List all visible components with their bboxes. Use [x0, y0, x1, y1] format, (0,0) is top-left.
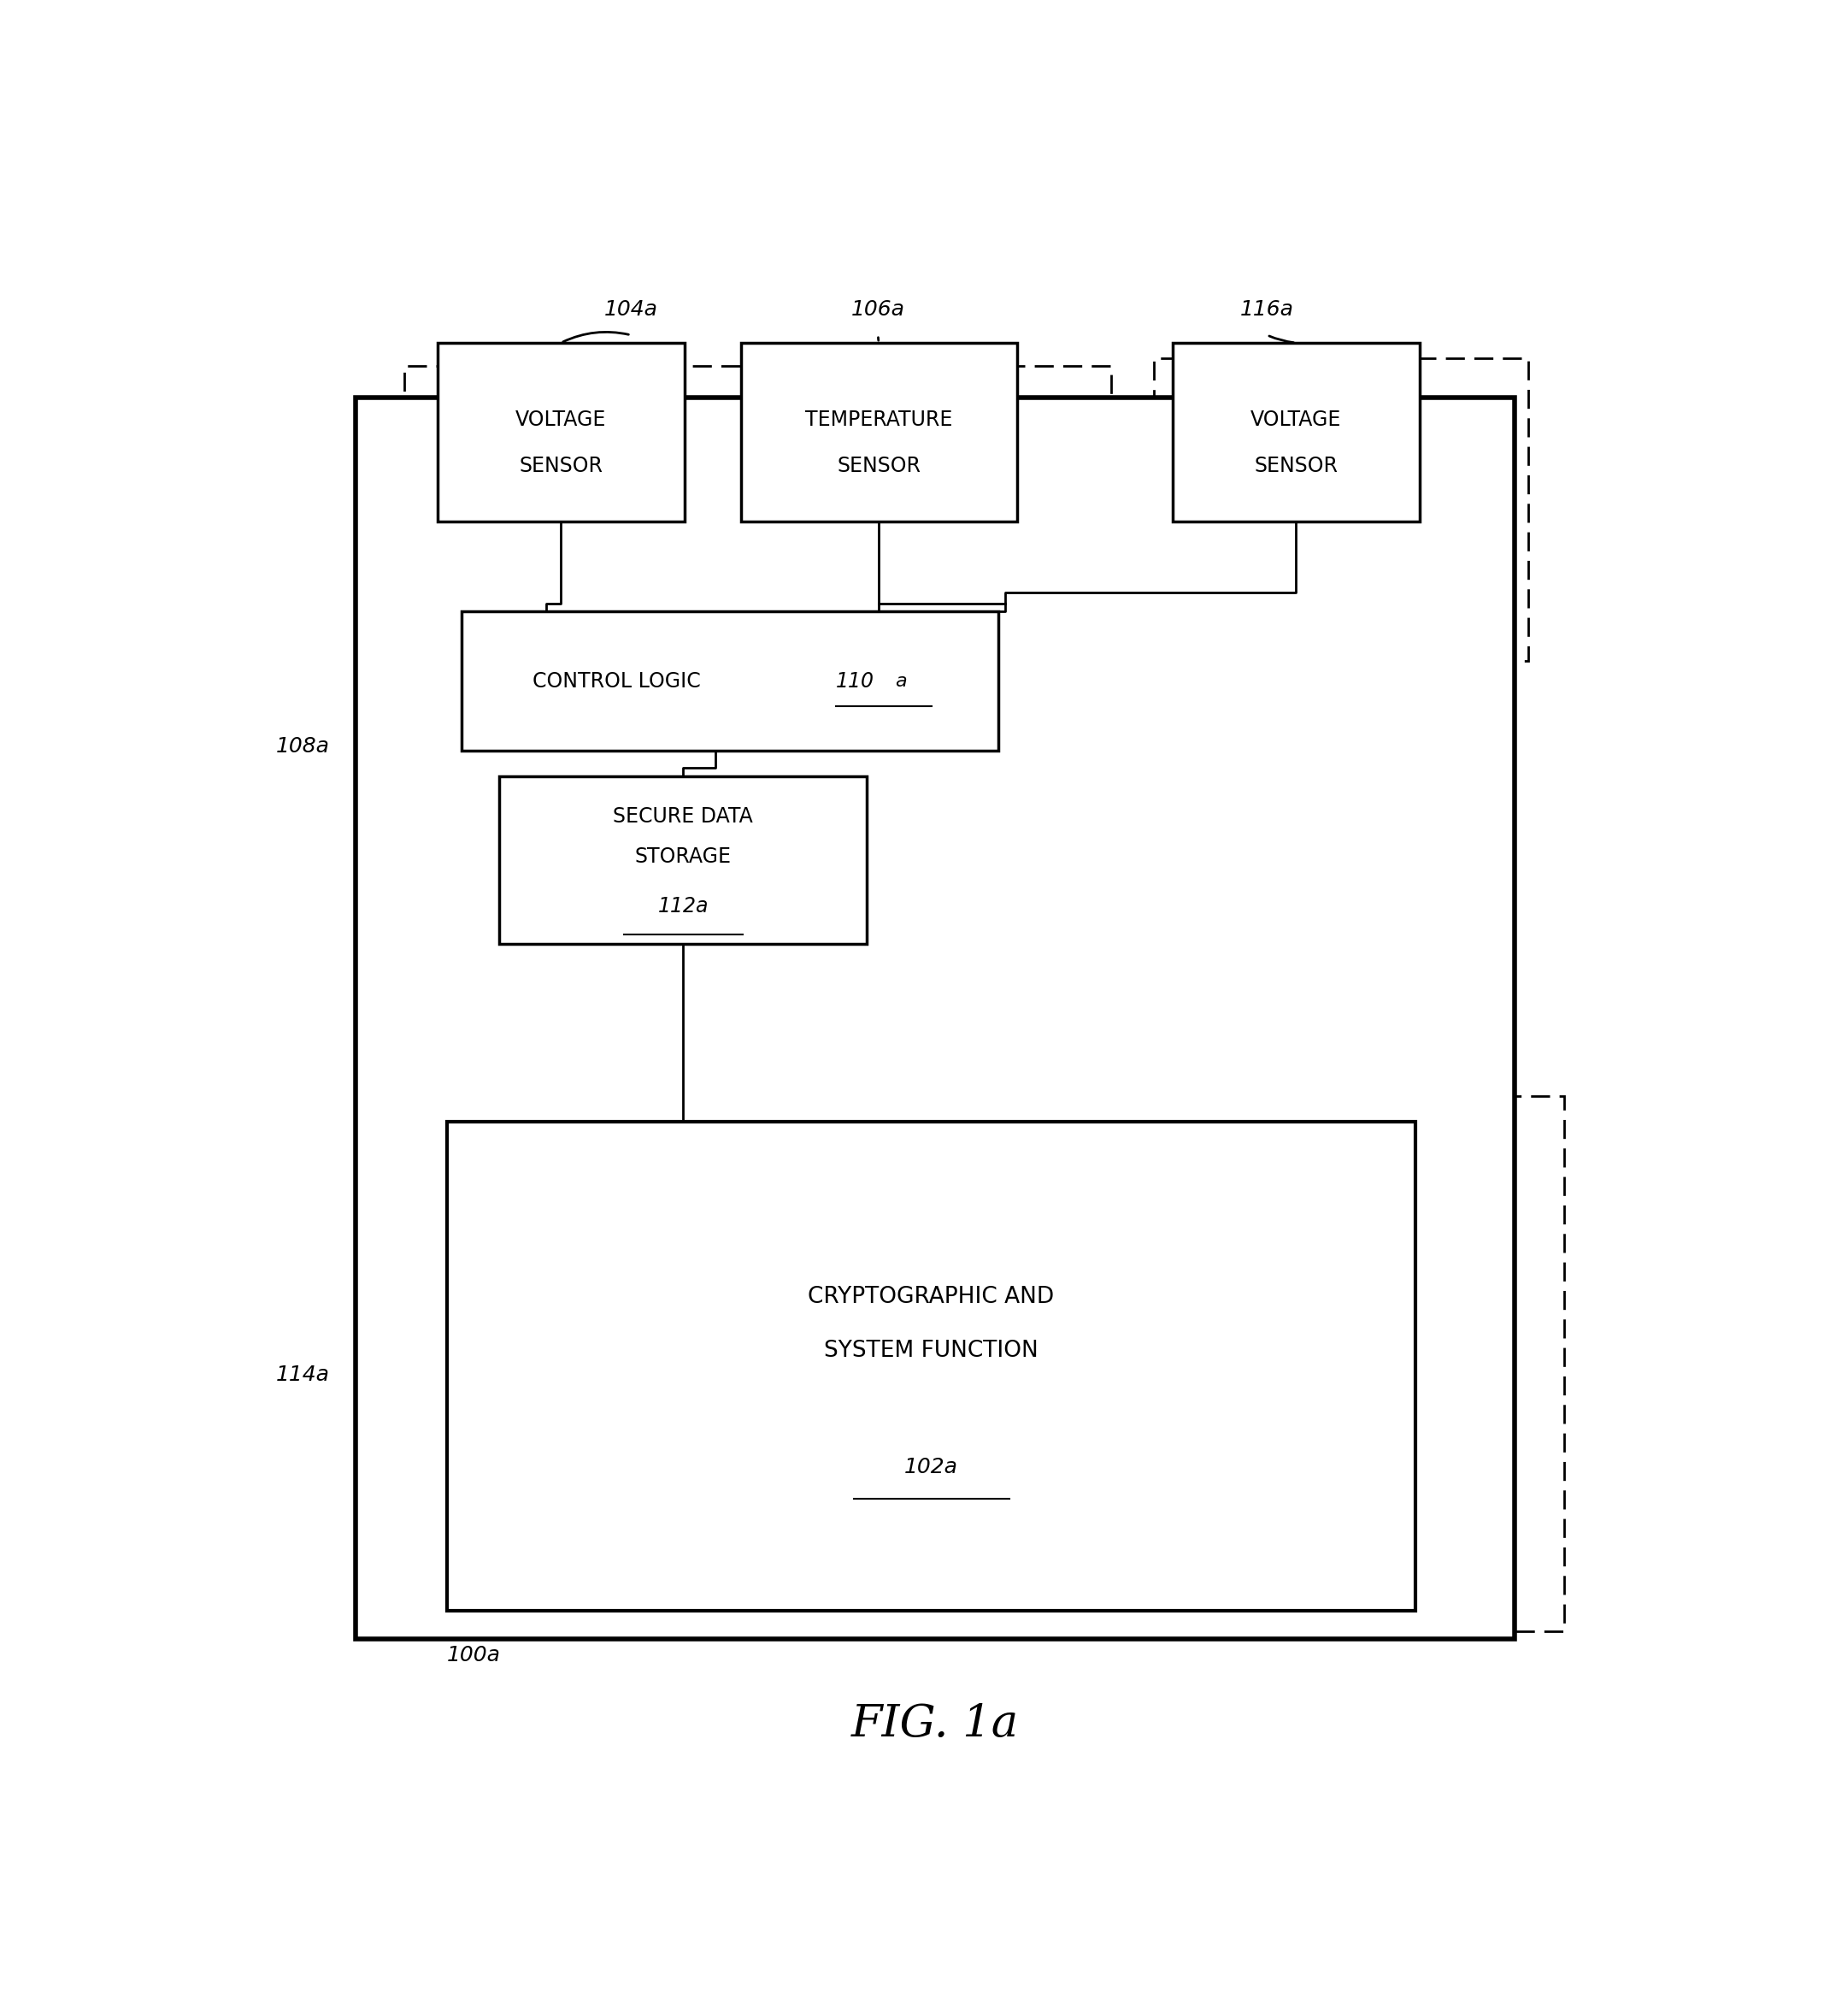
Text: VOLTAGE: VOLTAGE: [1251, 409, 1341, 429]
Text: STORAGE: STORAGE: [635, 847, 731, 867]
Text: CONTROL LOGIC: CONTROL LOGIC: [533, 671, 700, 691]
Text: SYSTEM FUNCTION: SYSTEM FUNCTION: [824, 1341, 1038, 1363]
Text: FIG. 1a: FIG. 1a: [852, 1704, 1018, 1746]
Text: 112a: 112a: [658, 895, 708, 917]
Bar: [741, 343, 1016, 522]
Bar: [438, 343, 684, 522]
Bar: [461, 611, 998, 752]
Text: 108a: 108a: [275, 736, 330, 756]
Text: 116a: 116a: [1240, 298, 1293, 321]
Text: 100a: 100a: [447, 1645, 502, 1665]
Bar: [405, 367, 1111, 1111]
Text: SENSOR: SENSOR: [520, 456, 602, 476]
Text: SENSOR: SENSOR: [1255, 456, 1337, 476]
Bar: [500, 776, 866, 943]
Text: 102a: 102a: [905, 1458, 958, 1478]
Bar: [405, 1097, 1563, 1631]
Bar: [1173, 343, 1419, 522]
Text: CRYPTOGRAPHIC AND: CRYPTOGRAPHIC AND: [808, 1286, 1054, 1308]
Text: 106a: 106a: [852, 298, 905, 321]
Text: 114a: 114a: [275, 1365, 330, 1385]
Text: SECURE DATA: SECURE DATA: [613, 806, 753, 827]
Text: VOLTAGE: VOLTAGE: [516, 409, 606, 429]
Text: 110: 110: [835, 671, 874, 691]
Bar: [1155, 359, 1529, 661]
Text: a: a: [896, 673, 907, 689]
Text: SENSOR: SENSOR: [837, 456, 921, 476]
Bar: [447, 1123, 1415, 1611]
Text: TEMPERATURE: TEMPERATURE: [804, 409, 952, 429]
Text: 104a: 104a: [604, 298, 658, 321]
Bar: [356, 397, 1514, 1639]
